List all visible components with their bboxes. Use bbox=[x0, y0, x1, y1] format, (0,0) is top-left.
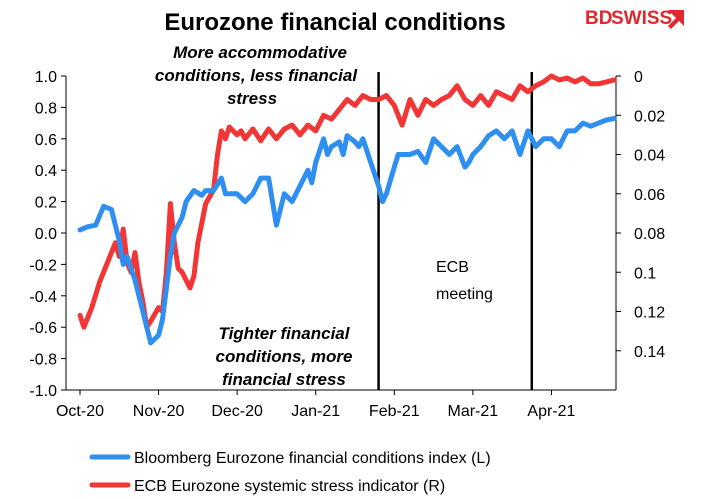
annotation-event-line-2: meeting bbox=[436, 286, 493, 303]
annotation-top-line-1: More accommodative bbox=[173, 43, 347, 62]
right-tick-label: 0.06 bbox=[634, 187, 665, 204]
annotation-bottom: Tighter financial conditions, more finan… bbox=[216, 324, 353, 389]
x-tick-label: Apr-21 bbox=[527, 403, 575, 420]
x-tick-label: Nov-20 bbox=[133, 403, 185, 420]
chart-title: Eurozone financial conditions bbox=[164, 9, 505, 36]
annotation-top: More accommodative conditions, less fina… bbox=[155, 43, 358, 108]
legend: Bloomberg Eurozone financial conditions … bbox=[89, 450, 491, 495]
left-tick-label: 0.0 bbox=[35, 226, 57, 243]
annotation-bottom-line-1: Tighter financial bbox=[219, 324, 351, 343]
left-tick-label: -0.6 bbox=[29, 320, 57, 337]
annotation-top-line-2: conditions, less financial bbox=[155, 66, 358, 85]
right-tick-label: 0.02 bbox=[634, 108, 665, 125]
brand-name-part1: BD bbox=[585, 8, 612, 29]
x-tick-label: Dec-20 bbox=[211, 403, 263, 420]
annotation-event: ECB meeting bbox=[436, 259, 493, 303]
annotation-bottom-line-2: conditions, more bbox=[216, 347, 353, 366]
left-tick-label: -1.0 bbox=[29, 383, 57, 400]
annotation-top-line-3: stress bbox=[227, 89, 277, 108]
right-tick-label: 0 bbox=[634, 69, 643, 86]
right-tick-label: 0.1 bbox=[634, 265, 656, 282]
left-axis-ticks: 1.0 0.8 0.6 0.4 0.2 0.0 -0.2 -0.4 -0.6 -0.8 -1.0 bbox=[29, 69, 66, 400]
x-tick-label: Feb-21 bbox=[369, 403, 420, 420]
left-tick-label: -0.4 bbox=[29, 289, 57, 306]
right-axis-ticks: 0 0.02 0.04 0.06 0.08 0.1 0.12 0.14 bbox=[616, 69, 665, 361]
right-tick-label: 0.14 bbox=[634, 344, 665, 361]
left-tick-label: 1.0 bbox=[35, 69, 57, 86]
brand-name-part2: SWISS bbox=[611, 8, 672, 29]
annotation-event-line-1: ECB bbox=[436, 259, 469, 276]
left-tick-label: 0.6 bbox=[35, 132, 57, 149]
series-line-ecb-stress bbox=[77, 73, 617, 330]
legend-label-bloomberg-fci: Bloomberg Eurozone financial conditions … bbox=[134, 450, 491, 467]
left-tick-label: -0.2 bbox=[29, 257, 57, 274]
ecb-meeting-lines bbox=[377, 72, 534, 390]
brand-arrow-icon bbox=[668, 10, 684, 29]
x-tick-label: Jan-21 bbox=[291, 403, 340, 420]
left-tick-label: 0.2 bbox=[35, 195, 57, 212]
right-tick-label: 0.04 bbox=[634, 148, 665, 165]
left-tick-label: 0.8 bbox=[35, 100, 57, 117]
brand-logo: BD SWISS bbox=[585, 8, 684, 29]
right-tick-label: 0.08 bbox=[634, 226, 665, 243]
x-axis-ticks: Oct-20 Nov-20 Dec-20 Jan-21 Feb-21 Mar-21 Apr-… bbox=[56, 390, 576, 420]
x-tick-label: Oct-20 bbox=[56, 403, 104, 420]
series-line-bloomberg-fci bbox=[77, 115, 617, 346]
annotation-bottom-line-3: financial stress bbox=[222, 370, 346, 389]
x-tick-label: Mar-21 bbox=[448, 403, 499, 420]
legend-label-ecb-stress: ECB Eurozone systemic stress indicator (… bbox=[134, 478, 445, 495]
left-tick-label: -0.8 bbox=[29, 352, 57, 369]
left-tick-label: 0.4 bbox=[35, 163, 57, 180]
right-tick-label: 0.12 bbox=[634, 305, 665, 322]
